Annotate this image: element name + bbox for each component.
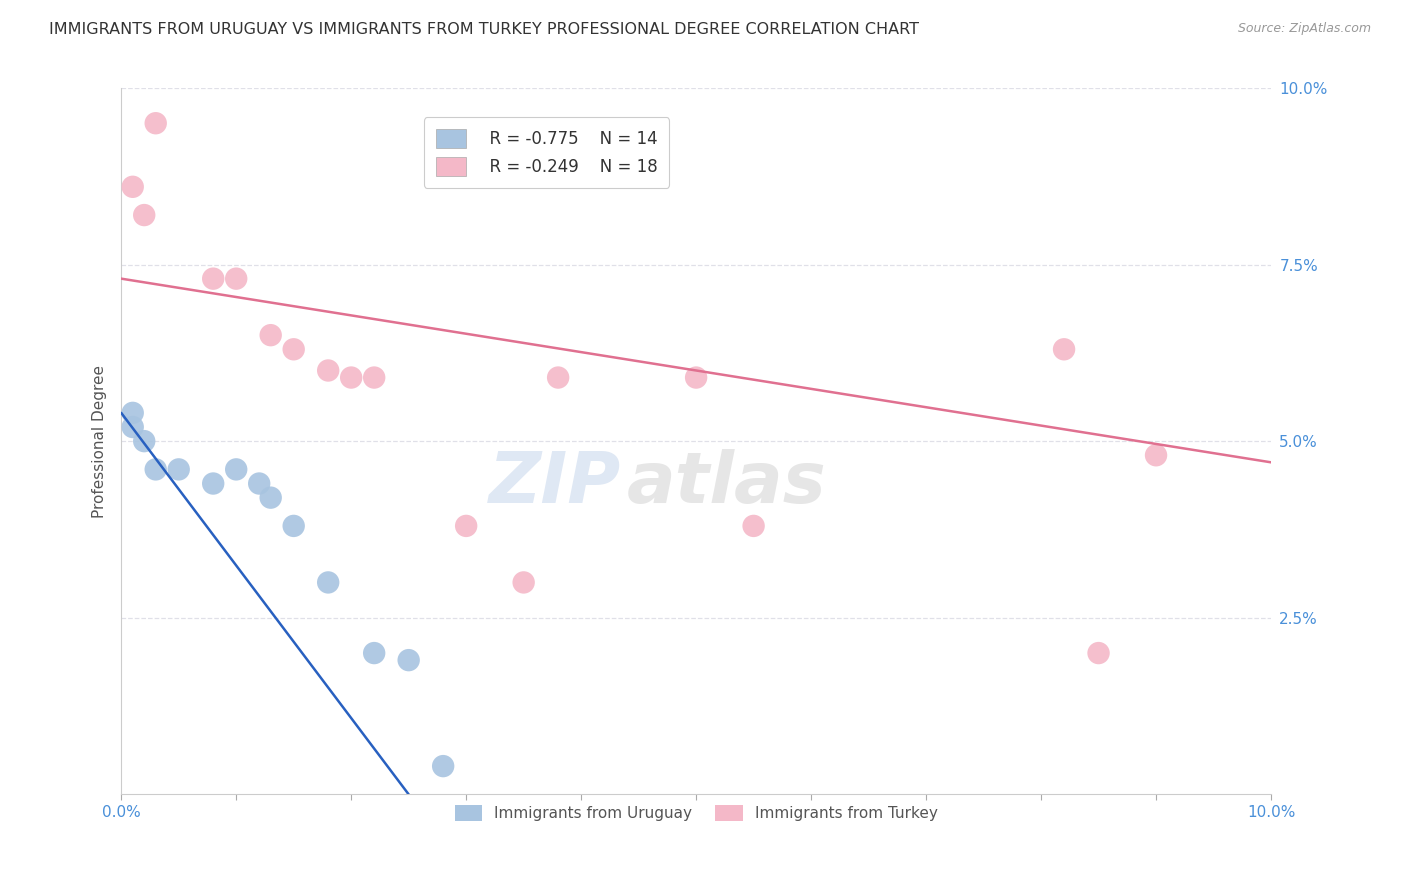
Legend: Immigrants from Uruguay, Immigrants from Turkey: Immigrants from Uruguay, Immigrants from… <box>447 797 945 830</box>
Point <box>134 434 156 449</box>
Text: Source: ZipAtlas.com: Source: ZipAtlas.com <box>1237 22 1371 36</box>
Point <box>283 343 305 357</box>
Point <box>1053 343 1076 357</box>
Point <box>283 519 305 533</box>
Point <box>512 575 534 590</box>
Point <box>247 476 270 491</box>
Point <box>1087 646 1109 660</box>
Y-axis label: Professional Degree: Professional Degree <box>93 365 107 517</box>
Text: ZIP: ZIP <box>489 449 621 518</box>
Point <box>121 179 143 194</box>
Point <box>1144 448 1167 462</box>
Point <box>134 208 156 222</box>
Point <box>225 271 247 285</box>
Point <box>260 491 283 505</box>
Point <box>225 462 247 476</box>
Point <box>398 653 420 667</box>
Point <box>145 462 167 476</box>
Point <box>202 476 225 491</box>
Point <box>363 370 385 384</box>
Point <box>742 519 765 533</box>
Point <box>547 370 569 384</box>
Text: IMMIGRANTS FROM URUGUAY VS IMMIGRANTS FROM TURKEY PROFESSIONAL DEGREE CORRELATIO: IMMIGRANTS FROM URUGUAY VS IMMIGRANTS FR… <box>49 22 920 37</box>
Point <box>202 271 225 285</box>
Point <box>145 116 167 130</box>
Text: atlas: atlas <box>627 449 827 518</box>
Point <box>121 420 143 434</box>
Point <box>456 519 478 533</box>
Point <box>316 363 339 377</box>
Point <box>316 575 339 590</box>
Point <box>167 462 190 476</box>
Point <box>363 646 385 660</box>
Point <box>340 370 363 384</box>
Point <box>121 406 143 420</box>
Point <box>432 759 454 773</box>
Point <box>260 328 283 343</box>
Point <box>685 370 707 384</box>
